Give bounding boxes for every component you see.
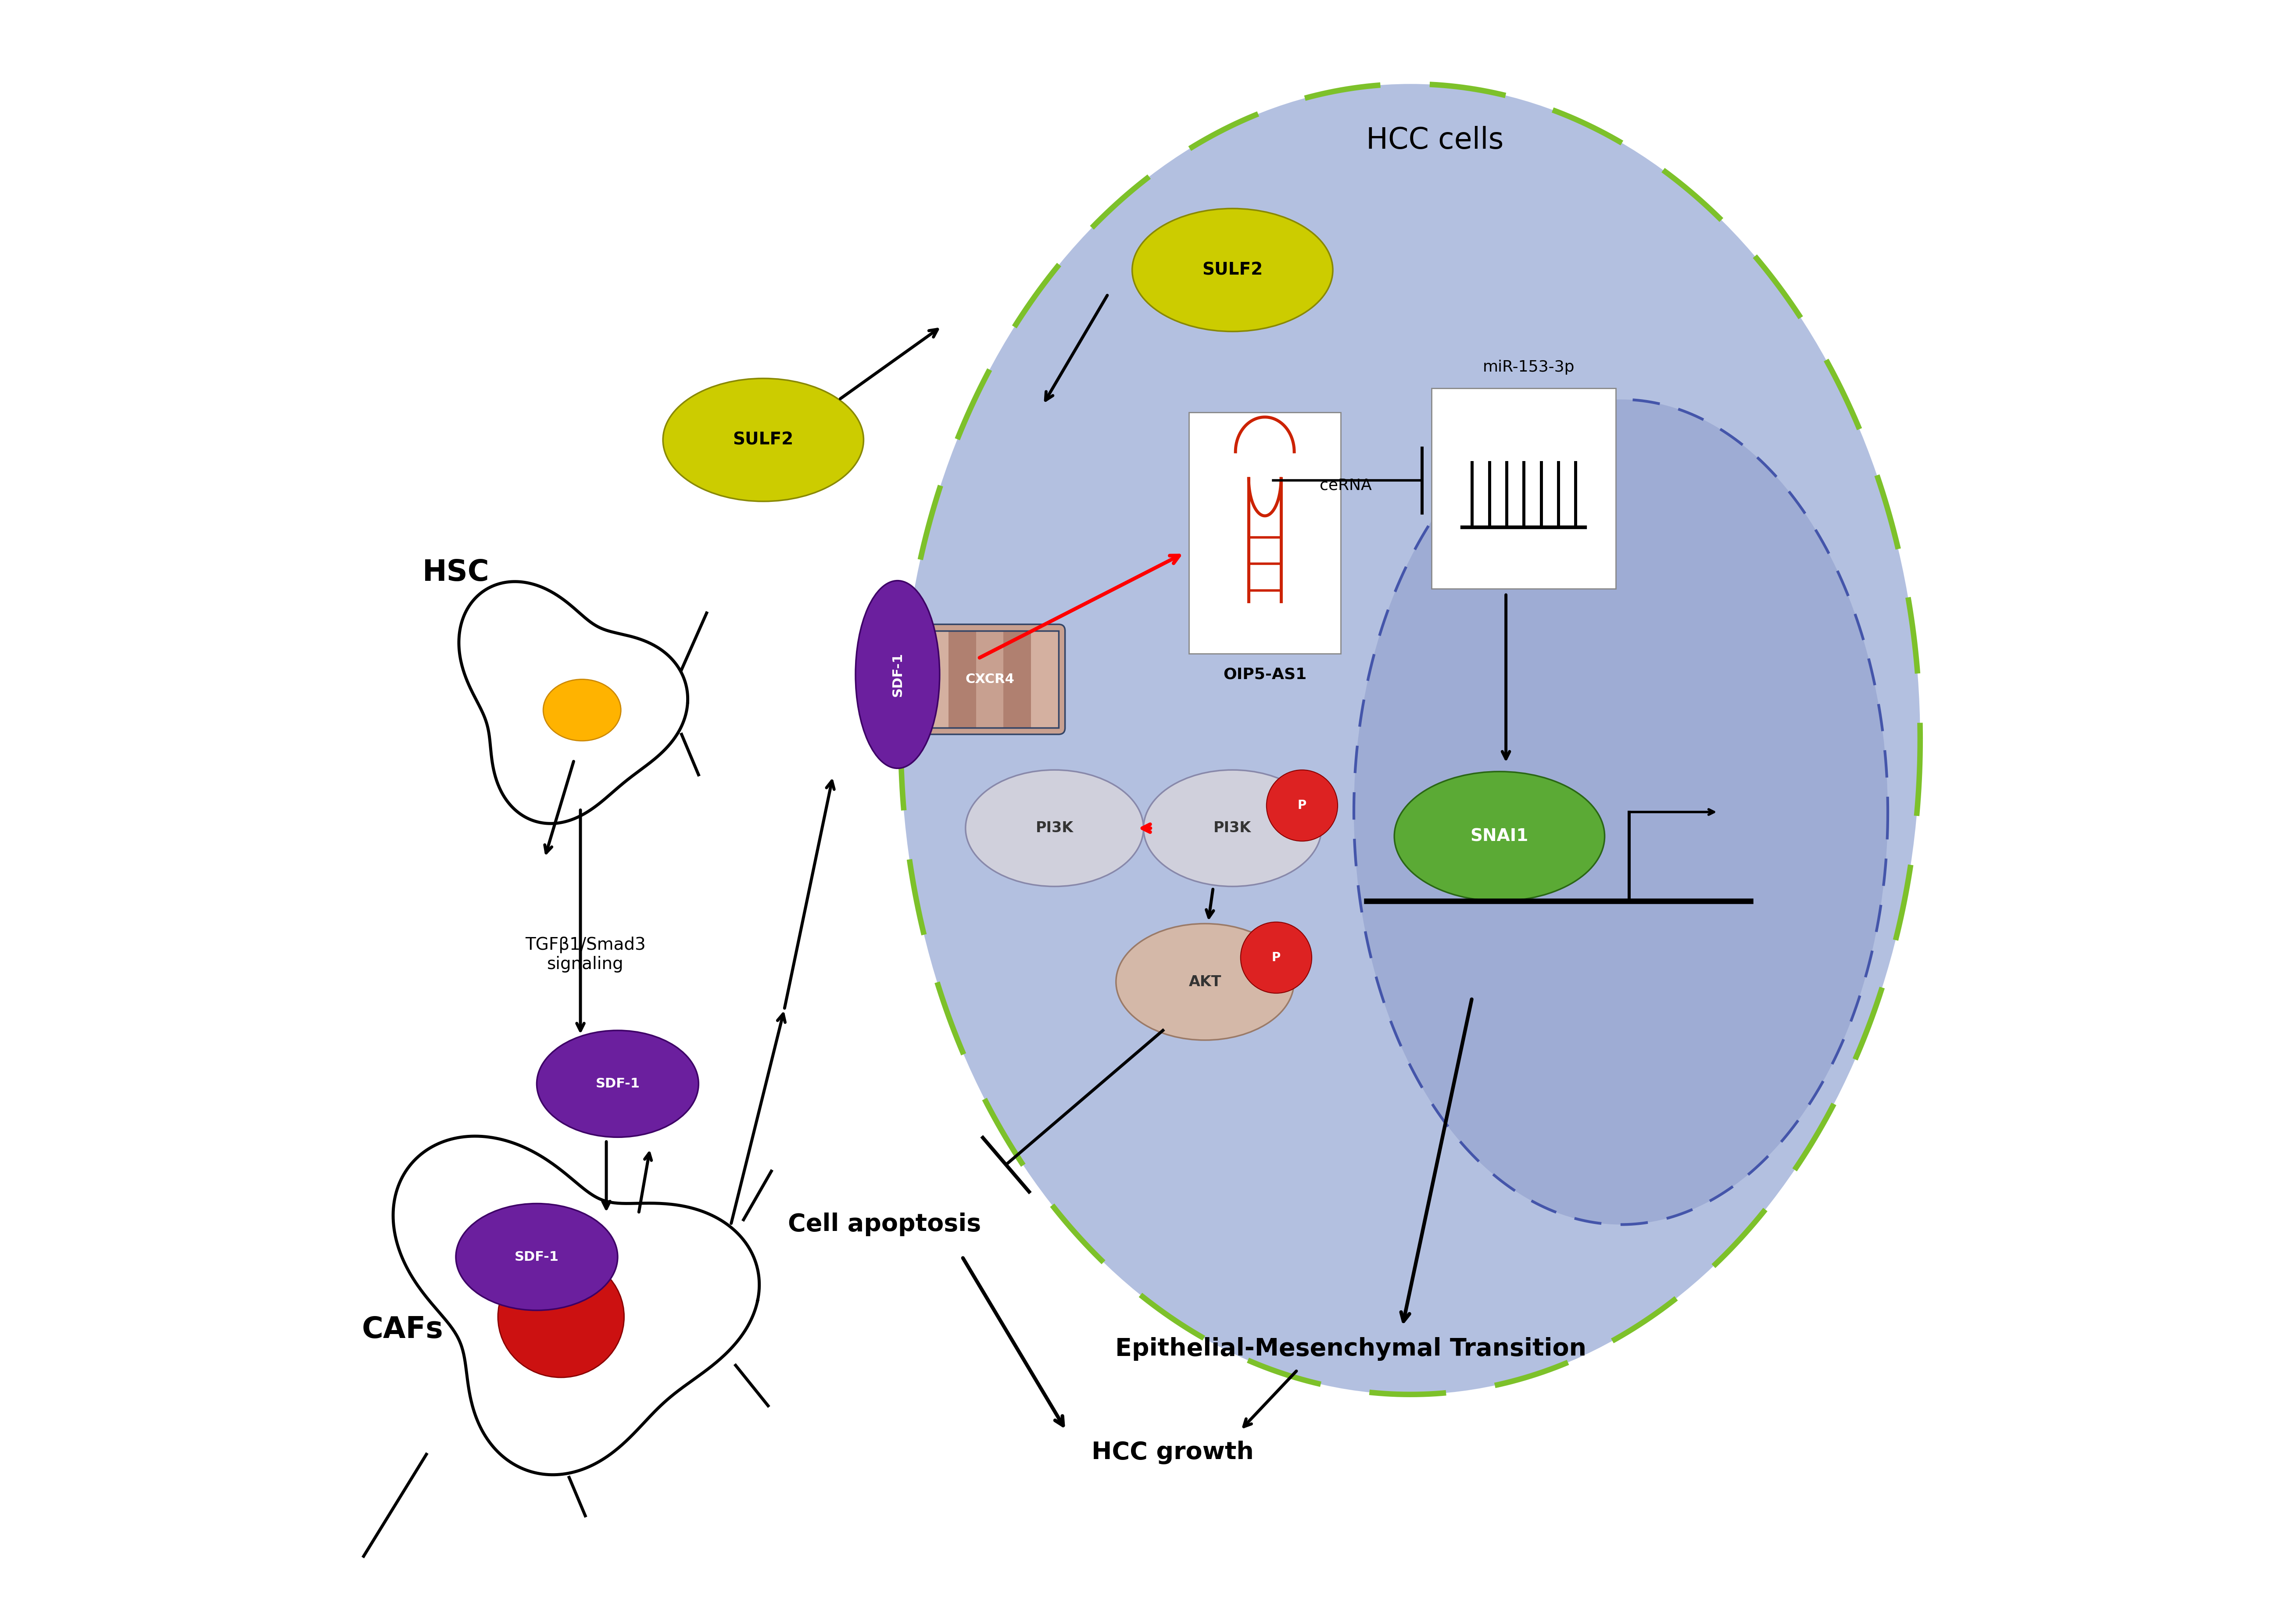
Text: P: P	[1272, 952, 1281, 963]
Text: PI3K: PI3K	[1214, 822, 1251, 835]
Text: SDF-1: SDF-1	[515, 1250, 558, 1263]
Text: HSC: HSC	[423, 559, 489, 586]
Polygon shape	[460, 581, 688, 823]
Polygon shape	[393, 1137, 759, 1475]
FancyBboxPatch shape	[1004, 630, 1031, 728]
FancyBboxPatch shape	[915, 624, 1066, 734]
Text: SDF-1: SDF-1	[892, 653, 903, 697]
Text: CXCR4: CXCR4	[965, 672, 1015, 685]
Text: HCC growth: HCC growth	[1091, 1440, 1253, 1465]
FancyBboxPatch shape	[1189, 412, 1340, 653]
FancyBboxPatch shape	[977, 630, 1004, 728]
Ellipse shape	[499, 1255, 624, 1377]
Ellipse shape	[537, 1030, 698, 1137]
Text: SULF2: SULF2	[732, 432, 794, 448]
Text: SULF2: SULF2	[1203, 261, 1262, 278]
Ellipse shape	[901, 84, 1921, 1395]
Ellipse shape	[1144, 770, 1322, 887]
Circle shape	[1240, 922, 1313, 994]
Text: OIP5-AS1: OIP5-AS1	[1224, 667, 1306, 682]
Text: P: P	[1297, 799, 1306, 812]
Circle shape	[1267, 770, 1338, 841]
Ellipse shape	[965, 770, 1144, 887]
Text: TGFβ1/Smad3
signaling: TGFβ1/Smad3 signaling	[526, 937, 645, 973]
Ellipse shape	[1132, 208, 1333, 331]
Text: ceRNA: ceRNA	[1320, 477, 1372, 492]
Ellipse shape	[1354, 400, 1887, 1224]
FancyBboxPatch shape	[1031, 630, 1059, 728]
Text: miR-153-3p: miR-153-3p	[1482, 359, 1573, 375]
Ellipse shape	[855, 581, 940, 768]
Ellipse shape	[1395, 771, 1605, 901]
Text: SNAI1: SNAI1	[1471, 828, 1528, 844]
Text: HCC cells: HCC cells	[1365, 127, 1503, 154]
Text: Epithelial-Mesenchymal Transition: Epithelial-Mesenchymal Transition	[1116, 1337, 1587, 1361]
Text: CAFs: CAFs	[361, 1315, 444, 1345]
Text: AKT: AKT	[1189, 974, 1221, 989]
FancyBboxPatch shape	[949, 630, 977, 728]
Ellipse shape	[544, 679, 620, 741]
FancyBboxPatch shape	[922, 630, 949, 728]
Ellipse shape	[455, 1203, 617, 1311]
Text: PI3K: PI3K	[1036, 822, 1073, 835]
Text: Cell apoptosis: Cell apoptosis	[789, 1213, 981, 1236]
FancyBboxPatch shape	[1432, 388, 1617, 590]
Ellipse shape	[663, 378, 864, 502]
Text: SDF-1: SDF-1	[595, 1077, 640, 1090]
Ellipse shape	[1116, 924, 1294, 1039]
